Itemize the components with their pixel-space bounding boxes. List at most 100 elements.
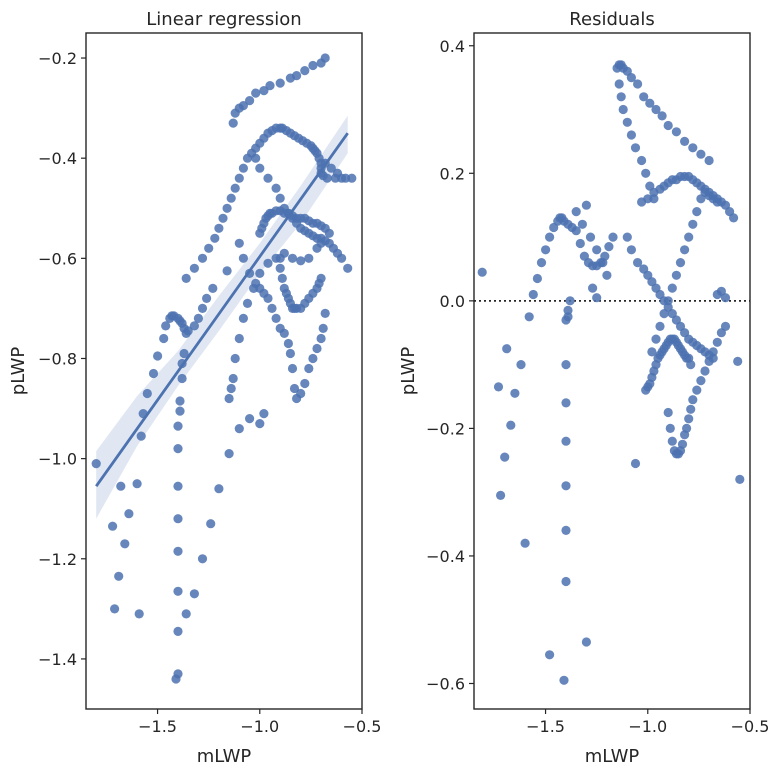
y-tick-label: −0.2	[38, 49, 77, 68]
data-point	[545, 232, 555, 242]
data-point	[563, 312, 573, 322]
y-tick-label: 0.0	[440, 292, 465, 311]
data-point	[230, 183, 240, 193]
data-point	[275, 193, 285, 203]
data-point	[581, 200, 592, 210]
data-point	[688, 395, 698, 405]
data-point	[255, 419, 265, 429]
data-point	[242, 153, 253, 163]
data-point	[179, 348, 189, 359]
data-point	[222, 203, 232, 213]
data-point	[173, 626, 183, 637]
x-tick-label: −1.0	[628, 717, 667, 736]
chart-residuals: Residuals −1.5 −1.0 −0.5 −0.6 −0.4 −0.2 0.0 0.2…	[398, 9, 769, 767]
data-point	[148, 368, 159, 379]
data-point	[614, 79, 624, 89]
data-point	[318, 323, 328, 333]
data-point	[663, 407, 673, 418]
data-point	[316, 333, 326, 344]
data-point	[110, 604, 120, 614]
axes-frame	[85, 32, 363, 710]
data-point	[173, 481, 183, 491]
data-point	[536, 258, 547, 268]
data-point	[289, 383, 300, 394]
data-point	[500, 452, 510, 462]
x-axis-label: mLWP	[585, 746, 640, 767]
data-point	[279, 328, 289, 338]
data-point	[173, 586, 183, 596]
data-point	[686, 360, 696, 370]
x-tick-label: −1.5	[526, 717, 565, 736]
data-point	[692, 385, 702, 395]
data-point	[116, 481, 126, 491]
data-point	[510, 388, 520, 398]
data-point	[561, 436, 571, 446]
data-point	[559, 675, 569, 685]
y-tick-label: −0.4	[38, 149, 77, 168]
data-point	[324, 228, 334, 238]
data-point	[308, 60, 318, 71]
data-point	[720, 321, 731, 331]
data-point	[114, 571, 124, 581]
data-point	[655, 321, 665, 331]
data-point	[637, 155, 647, 166]
y-tick-label: −0.2	[426, 419, 465, 438]
points-layer	[91, 53, 357, 684]
data-point	[283, 338, 293, 349]
data-point	[493, 382, 504, 392]
data-point	[238, 101, 248, 111]
data-point	[108, 521, 118, 531]
data-point	[218, 213, 228, 223]
chart-title: Residuals	[569, 9, 654, 30]
data-point	[657, 111, 667, 121]
data-point	[616, 92, 626, 102]
data-point	[585, 232, 596, 242]
data-point	[720, 293, 731, 303]
data-point	[189, 263, 199, 273]
data-point	[238, 313, 248, 323]
data-point	[234, 424, 244, 434]
data-point	[692, 207, 702, 217]
y-tick-label: 0.2	[440, 164, 465, 183]
data-point	[581, 637, 592, 647]
data-point	[643, 194, 653, 204]
data-point	[316, 273, 326, 283]
data-point	[224, 449, 234, 459]
data-point	[210, 233, 220, 243]
data-point	[255, 163, 265, 173]
x-tick-label: −0.5	[731, 717, 770, 736]
data-point	[565, 296, 575, 306]
data-point	[641, 168, 651, 178]
data-point	[275, 263, 285, 273]
data-point	[245, 96, 255, 106]
data-point	[506, 420, 516, 430]
data-point	[206, 519, 216, 529]
data-point	[729, 213, 739, 223]
data-point	[675, 258, 686, 268]
data-point	[320, 308, 330, 318]
data-point	[524, 312, 534, 322]
data-point	[561, 525, 571, 536]
data-point	[545, 650, 555, 660]
data-point	[663, 120, 673, 131]
data-point	[234, 333, 244, 344]
data-point	[204, 243, 214, 253]
axes-frame	[473, 32, 751, 710]
data-point	[275, 78, 285, 88]
data-point	[173, 421, 183, 431]
data-point	[234, 173, 244, 183]
y-axis-label: pLWP	[398, 347, 419, 396]
data-point	[142, 388, 152, 399]
data-point	[263, 258, 273, 268]
data-point	[271, 183, 281, 193]
chart-linear-regression: Linear regression −1.5 −1.0 −0.5−1.4−1.2−1…	[8, 9, 381, 767]
data-point	[541, 245, 551, 255]
y-tick-label: −1.0	[38, 450, 77, 469]
data-point	[671, 127, 682, 137]
data-point	[663, 296, 673, 306]
data-point	[604, 242, 614, 252]
data-point	[561, 576, 571, 587]
data-point	[224, 393, 234, 404]
data-point	[622, 117, 632, 127]
data-point	[647, 347, 657, 357]
